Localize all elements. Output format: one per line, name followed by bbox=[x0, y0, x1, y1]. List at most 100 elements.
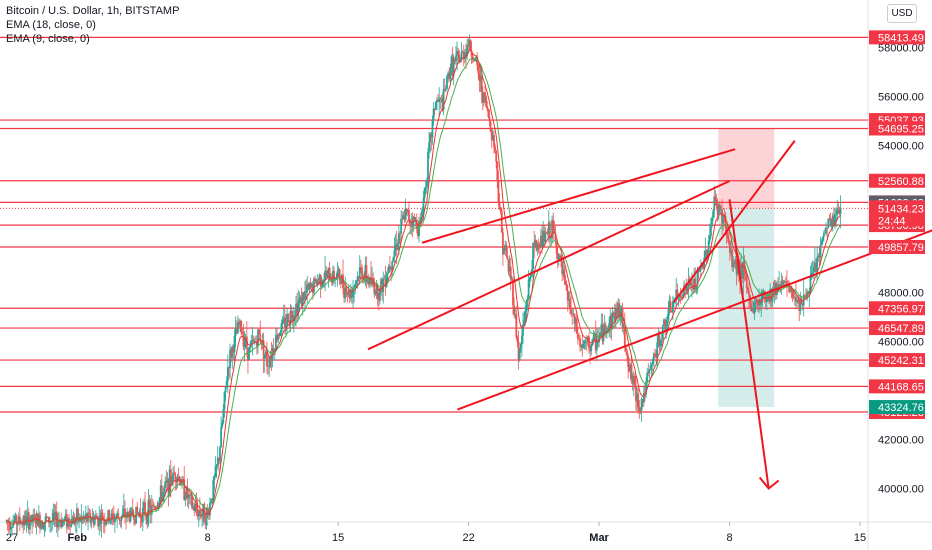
candle-body bbox=[23, 515, 26, 526]
candle-body bbox=[710, 226, 712, 236]
candle-body bbox=[346, 294, 349, 295]
candle-body bbox=[663, 319, 665, 326]
candle-body bbox=[786, 281, 788, 285]
ema-18-line[interactable] bbox=[6, 58, 842, 524]
projection-arrow[interactable] bbox=[728, 199, 770, 489]
candle-body bbox=[16, 523, 19, 525]
candlestick-series[interactable] bbox=[5, 34, 842, 538]
candle-body bbox=[319, 274, 322, 287]
candle-body bbox=[610, 315, 613, 329]
candle-body bbox=[553, 229, 556, 233]
candle-body bbox=[563, 269, 566, 281]
candle-body bbox=[155, 507, 158, 509]
level-label-6-badge bbox=[869, 239, 925, 254]
candle-body bbox=[361, 267, 363, 279]
candle-body bbox=[301, 292, 304, 306]
candle-body bbox=[240, 321, 243, 333]
candle-body bbox=[118, 517, 121, 521]
currency-button[interactable]: USD bbox=[887, 4, 917, 23]
candle-body bbox=[124, 508, 126, 518]
candle-body bbox=[210, 501, 212, 504]
candle-body bbox=[751, 307, 754, 312]
candle-body bbox=[355, 280, 358, 284]
candle-body bbox=[306, 284, 309, 293]
candle-body bbox=[590, 345, 593, 352]
candle-body bbox=[629, 364, 632, 372]
candle-body bbox=[32, 514, 35, 523]
ema-9-label[interactable]: EMA (9, close, 0) bbox=[6, 33, 90, 45]
candle-body bbox=[780, 280, 783, 288]
candle-body bbox=[839, 207, 842, 214]
candle-body bbox=[542, 230, 545, 247]
candle-body bbox=[204, 521, 207, 525]
candle-body bbox=[408, 209, 410, 221]
candle-body bbox=[835, 214, 838, 216]
candle-body bbox=[506, 256, 509, 260]
candle-body bbox=[518, 348, 521, 360]
x-tick-label: 22 bbox=[462, 532, 474, 544]
candle-body bbox=[586, 336, 589, 343]
candle-body bbox=[660, 339, 663, 344]
candle-body bbox=[77, 508, 79, 522]
candle-body bbox=[402, 215, 405, 220]
level-label-10-badge bbox=[869, 379, 925, 394]
candle-body bbox=[442, 88, 445, 111]
candle-body bbox=[588, 336, 590, 349]
trend-line-0[interactable] bbox=[421, 148, 736, 244]
ema-9-line[interactable] bbox=[6, 50, 842, 526]
candle-body bbox=[131, 508, 134, 517]
candle-body bbox=[551, 219, 554, 238]
candle-body bbox=[574, 318, 577, 324]
trend-line-1[interactable] bbox=[367, 180, 730, 351]
candle-body bbox=[620, 307, 623, 312]
candle-body bbox=[159, 485, 162, 498]
candle-body bbox=[188, 494, 191, 496]
candle-body bbox=[132, 516, 135, 520]
candle-body bbox=[528, 277, 531, 280]
candle-body bbox=[808, 291, 811, 295]
candle-body bbox=[297, 302, 300, 316]
candle-body bbox=[228, 367, 230, 369]
candle-body bbox=[670, 311, 673, 313]
candle-body bbox=[650, 364, 653, 366]
candle-body bbox=[533, 242, 536, 247]
candle-body bbox=[22, 522, 25, 526]
candle-body bbox=[253, 341, 256, 342]
ema-18-label[interactable]: EMA (18, close, 0) bbox=[6, 19, 96, 31]
candle-body bbox=[421, 211, 424, 218]
candle-body bbox=[307, 284, 310, 290]
candle-body bbox=[260, 341, 263, 345]
candle-body bbox=[45, 516, 48, 518]
candle-body bbox=[296, 303, 299, 316]
candle-body bbox=[735, 260, 738, 275]
candle-body bbox=[778, 284, 781, 287]
candle-body bbox=[603, 324, 606, 327]
target-price-label: 43324.76 bbox=[878, 402, 924, 414]
candle-body bbox=[459, 58, 462, 62]
candle-body bbox=[567, 298, 570, 301]
candle-body bbox=[249, 345, 252, 348]
candle-body bbox=[325, 270, 328, 278]
candle-body bbox=[75, 508, 78, 520]
candle-body bbox=[280, 323, 283, 333]
symbol-title[interactable]: Bitcoin / U.S. Dollar, 1h, BITSTAMP bbox=[6, 5, 180, 17]
candle-body bbox=[174, 473, 177, 480]
candle-body bbox=[53, 512, 56, 517]
candle-body bbox=[379, 288, 381, 301]
candle-body bbox=[572, 313, 575, 315]
stop-loss-zone[interactable] bbox=[718, 128, 775, 209]
candle-body bbox=[389, 265, 391, 268]
candle-body bbox=[713, 196, 716, 211]
trend-line-2[interactable] bbox=[672, 140, 796, 303]
candle-body bbox=[40, 522, 42, 529]
candle-body bbox=[415, 219, 418, 229]
candle-body bbox=[302, 292, 305, 300]
x-tick-label: Feb bbox=[67, 532, 87, 544]
candle-body bbox=[626, 351, 628, 356]
candle-body bbox=[727, 238, 730, 244]
candle-body bbox=[172, 472, 174, 481]
candle-body bbox=[264, 351, 267, 355]
candle-body bbox=[58, 521, 60, 523]
candle-body bbox=[637, 393, 640, 408]
